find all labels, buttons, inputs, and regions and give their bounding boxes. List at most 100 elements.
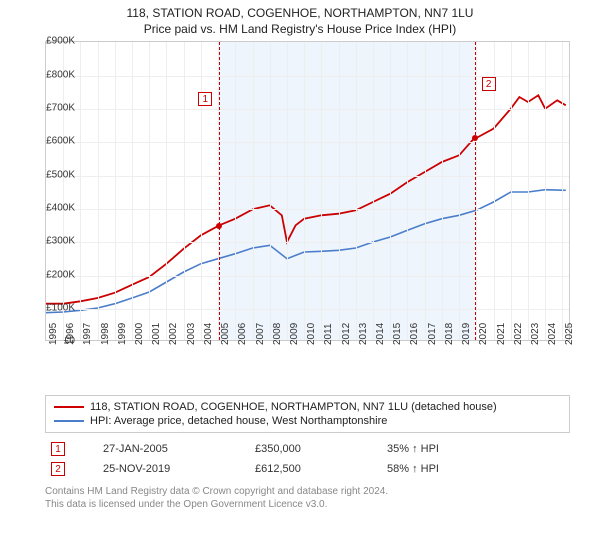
x-axis-label: 1995 <box>48 323 59 345</box>
page-title: 118, STATION ROAD, COGENHOE, NORTHAMPTON… <box>0 0 600 22</box>
x-axis-label: 2005 <box>220 323 231 345</box>
gridline-h <box>46 142 569 143</box>
gridline-v <box>356 42 357 340</box>
page-subtitle: Price paid vs. HM Land Registry's House … <box>0 22 600 42</box>
y-axis-label: £600K <box>46 136 75 147</box>
legend-swatch <box>54 406 84 408</box>
table-row: 1 27-JAN-2005£350,00035% ↑ HPI <box>45 439 570 459</box>
gridline-v <box>407 42 408 340</box>
gridline-v <box>149 42 150 340</box>
gridline-h <box>46 209 569 210</box>
x-axis-label: 2001 <box>151 323 162 345</box>
x-axis-label: 2006 <box>237 323 248 345</box>
x-axis-label: 2004 <box>203 323 214 345</box>
legend: 118, STATION ROAD, COGENHOE, NORTHAMPTON… <box>45 395 570 433</box>
legend-row: HPI: Average price, detached house, West… <box>54 414 561 428</box>
x-axis-label: 2019 <box>461 323 472 345</box>
x-axis-label: 1996 <box>65 323 76 345</box>
gridline-v <box>132 42 133 340</box>
y-axis-label: £900K <box>46 36 75 47</box>
gridline-v <box>459 42 460 340</box>
gridline-v <box>80 42 81 340</box>
x-axis-label: 2010 <box>306 323 317 345</box>
x-axis-label: 2016 <box>409 323 420 345</box>
marker-price: £350,000 <box>249 439 381 459</box>
table-row: 225-NOV-2019£612,50058% ↑ HPI <box>45 459 570 479</box>
gridline-v <box>287 42 288 340</box>
chart-area: 12 £0£100K£200K£300K£400K£500K£600K£700K… <box>45 41 600 391</box>
gridline-v <box>442 42 443 340</box>
footer-line-1: Contains HM Land Registry data © Crown c… <box>45 485 570 498</box>
series-property <box>46 95 566 303</box>
y-axis-label: £400K <box>46 202 75 213</box>
x-axis-label: 1998 <box>100 323 111 345</box>
x-axis-label: 1997 <box>82 323 93 345</box>
gridline-v <box>476 42 477 340</box>
legend-label: HPI: Average price, detached house, West… <box>90 415 387 427</box>
y-axis-label: £800K <box>46 69 75 80</box>
marker-box-icon: 1 <box>51 442 65 456</box>
x-axis-label: 2009 <box>289 323 300 345</box>
gridline-v <box>545 42 546 340</box>
marker-vline <box>475 42 476 340</box>
gridline-v <box>562 42 563 340</box>
marker-pct: 35% ↑ HPI <box>381 439 570 459</box>
gridline-v <box>253 42 254 340</box>
gridline-v <box>528 42 529 340</box>
gridline-h <box>46 309 569 310</box>
marker-price: £612,500 <box>249 459 381 479</box>
y-axis-label: £700K <box>46 102 75 113</box>
x-axis-label: 2023 <box>530 323 541 345</box>
gridline-v <box>235 42 236 340</box>
gridline-v <box>63 42 64 340</box>
gridline-v <box>270 42 271 340</box>
y-axis-label: £100K <box>46 302 75 313</box>
gridline-v <box>98 42 99 340</box>
gridline-v <box>339 42 340 340</box>
gridline-v <box>166 42 167 340</box>
marker-vline <box>219 42 220 340</box>
x-axis-label: 2003 <box>186 323 197 345</box>
marker-label: 2 <box>482 77 496 91</box>
marker-dot <box>216 223 222 229</box>
footer: Contains HM Land Registry data © Crown c… <box>45 479 570 511</box>
gridline-v <box>201 42 202 340</box>
x-axis-label: 2018 <box>444 323 455 345</box>
x-axis-label: 2015 <box>392 323 403 345</box>
marker-table: 1 27-JAN-2005£350,00035% ↑ HPI225-NOV-201… <box>45 439 570 479</box>
gridline-v <box>373 42 374 340</box>
marker-date: 27-JAN-2005 <box>97 439 249 459</box>
gridline-v <box>425 42 426 340</box>
x-axis-label: 1999 <box>117 323 128 345</box>
gridline-h <box>46 176 569 177</box>
x-axis-label: 2012 <box>341 323 352 345</box>
footer-line-2: This data is licensed under the Open Gov… <box>45 498 570 511</box>
y-axis-label: £500K <box>46 169 75 180</box>
marker-pct: 58% ↑ HPI <box>381 459 570 479</box>
x-axis-label: 2011 <box>323 324 334 346</box>
gridline-v <box>511 42 512 340</box>
gridline-v <box>184 42 185 340</box>
y-axis-label: £300K <box>46 236 75 247</box>
gridline-h <box>46 276 569 277</box>
marker-label: 1 <box>198 92 212 106</box>
gridline-h <box>46 109 569 110</box>
x-axis-label: 2017 <box>427 323 438 345</box>
x-axis-label: 2002 <box>168 323 179 345</box>
legend-row: 118, STATION ROAD, COGENHOE, NORTHAMPTON… <box>54 400 561 414</box>
x-axis-label: 2008 <box>272 323 283 345</box>
x-axis-label: 2013 <box>358 323 369 345</box>
x-axis-label: 2014 <box>375 323 386 345</box>
x-axis-label: 2022 <box>513 323 524 345</box>
x-axis-label: 2025 <box>564 323 575 345</box>
gridline-h <box>46 242 569 243</box>
x-axis-label: 2007 <box>255 323 266 345</box>
marker-date: 25-NOV-2019 <box>97 459 249 479</box>
legend-label: 118, STATION ROAD, COGENHOE, NORTHAMPTON… <box>90 401 497 413</box>
marker-dot <box>472 135 478 141</box>
legend-swatch <box>54 420 84 422</box>
gridline-v <box>304 42 305 340</box>
x-axis-label: 2020 <box>478 323 489 345</box>
x-axis-label: 2000 <box>134 323 145 345</box>
plot: 12 <box>45 41 570 341</box>
